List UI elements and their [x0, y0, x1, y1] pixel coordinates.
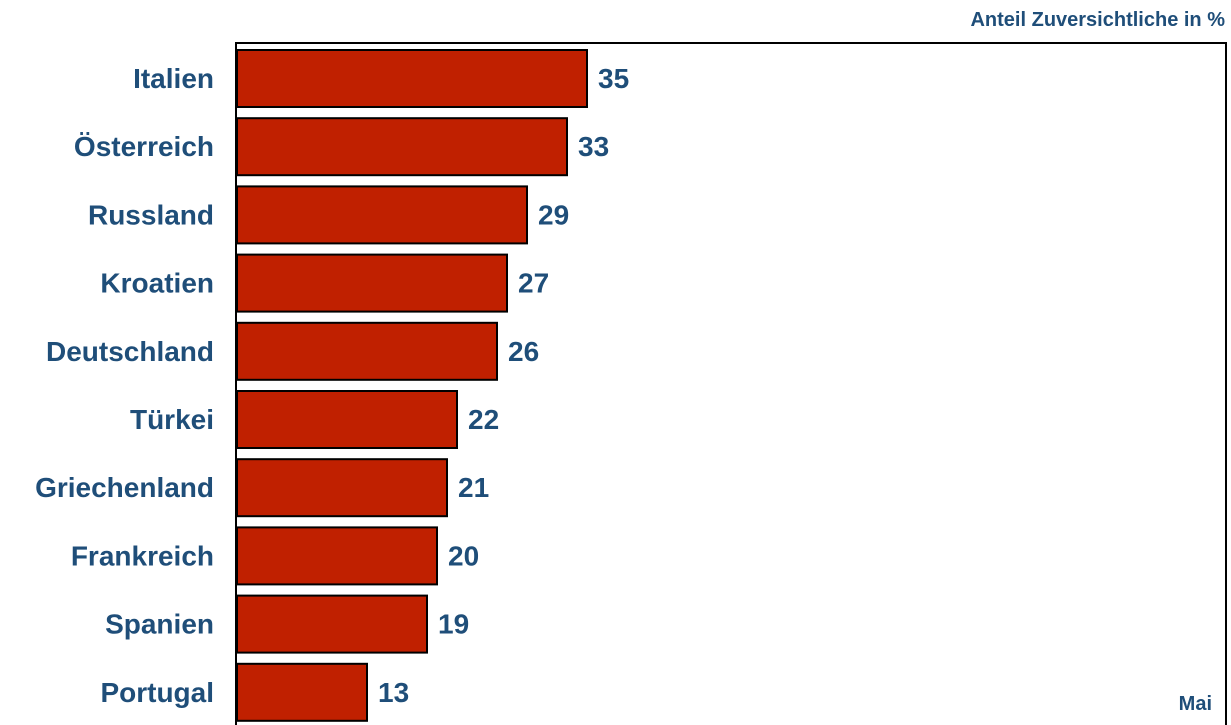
category-label-deutschland: Deutschland [46, 336, 214, 367]
category-label-russland: Russland [88, 199, 214, 230]
value-label-portugal: 13 [378, 677, 409, 708]
category-label-portugal: Portugal [100, 677, 214, 708]
bar-russland [236, 185, 528, 245]
category-label-turkei: Türkei [130, 404, 214, 435]
bar-turkei [236, 390, 458, 449]
value-label-osterreich: 33 [578, 131, 609, 162]
bar-deutschland [236, 321, 498, 381]
category-label-italien: Italien [133, 63, 214, 94]
bar-kroatien [236, 253, 508, 313]
category-label-griechenland: Griechenland [35, 472, 214, 503]
category-label-spanien: Spanien [105, 609, 214, 640]
value-label-kroatien: 27 [518, 268, 549, 299]
bar-italien [236, 49, 588, 108]
bar-spanien [236, 594, 428, 654]
value-label-griechenland: 21 [458, 472, 489, 503]
value-label-turkei: 22 [468, 404, 499, 435]
value-label-italien: 35 [598, 63, 629, 94]
bar-portugal [236, 662, 368, 722]
period-label: Mai [1179, 693, 1212, 715]
bar-frankreich [236, 526, 438, 586]
value-label-spanien: 19 [438, 609, 469, 640]
bar-osterreich [236, 117, 568, 177]
unit-label: Anteil Zuversichtliche in % [970, 9, 1225, 31]
category-label-osterreich: Österreich [74, 131, 214, 162]
category-label-frankreich: Frankreich [71, 540, 214, 571]
bar-griechenland [236, 458, 448, 518]
value-label-frankreich: 20 [448, 540, 479, 571]
category-label-kroatien: Kroatien [100, 268, 214, 299]
bars-layer: Italien 35 Österreich 33 Russland 29 Kroatien 2… [35, 49, 629, 722]
value-label-russland: 29 [538, 199, 569, 230]
plot-frame [235, 42, 1227, 725]
value-label-deutschland: 26 [508, 336, 539, 367]
